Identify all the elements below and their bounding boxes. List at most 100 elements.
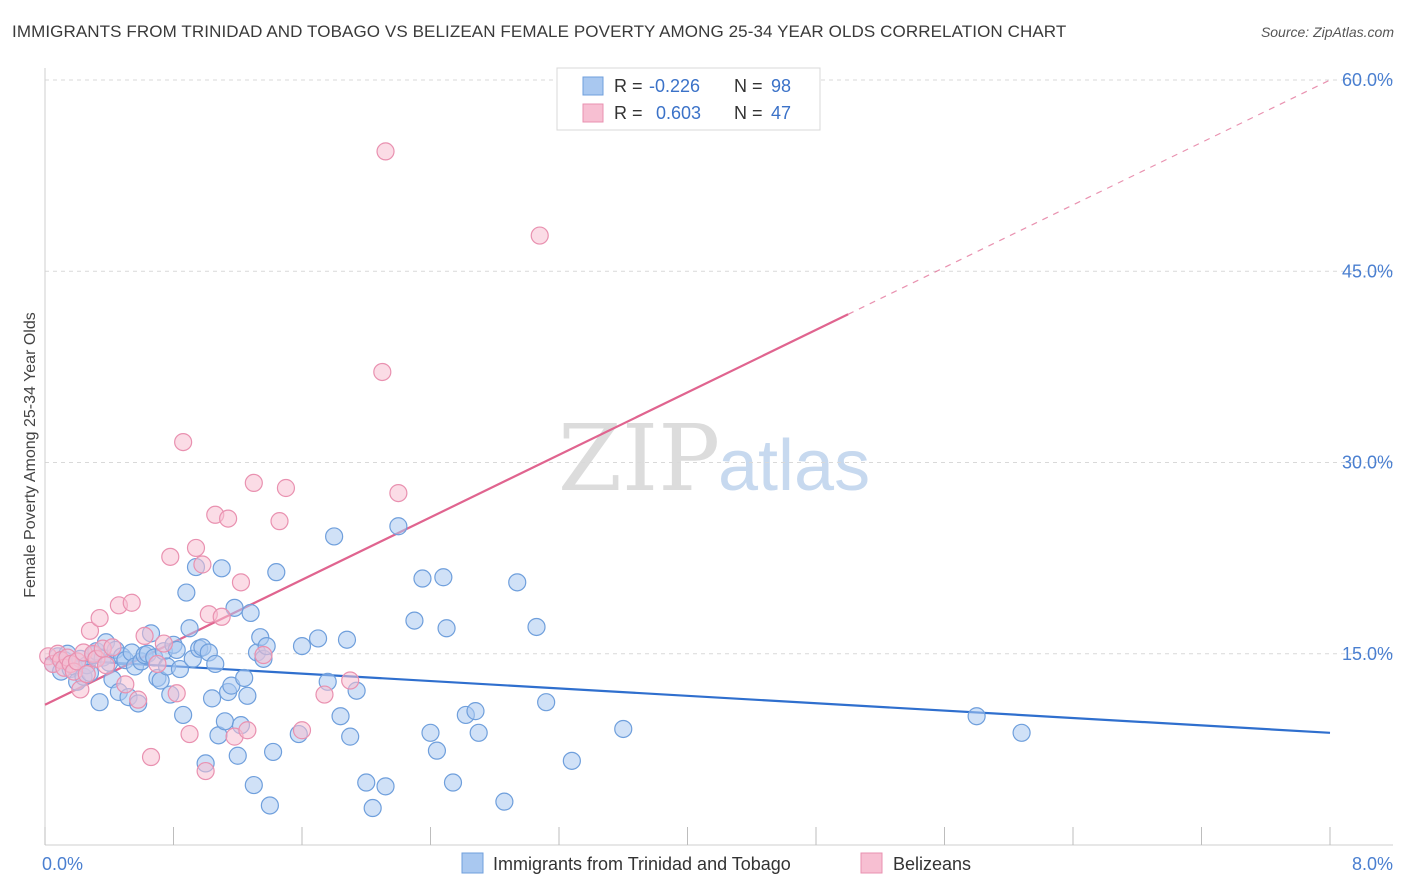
blue-point <box>427 741 447 760</box>
blue-point <box>325 527 344 546</box>
pink-point <box>376 142 395 161</box>
blue-point <box>238 686 257 705</box>
pink-point <box>276 478 296 498</box>
pink-point <box>196 761 215 781</box>
tick-labels: 15.0% 30.0% 45.0% 60.0% 0.0% 8.0% <box>42 70 1393 874</box>
stats-legend-swatch-blue <box>582 76 604 96</box>
blue-point <box>90 693 109 712</box>
blue-point <box>967 707 986 726</box>
blue-point <box>421 723 440 742</box>
stats-n-value-pink: 47 <box>771 103 791 123</box>
legend-swatch-blue <box>461 852 484 874</box>
blue-point <box>225 598 244 617</box>
blue-point <box>292 636 312 656</box>
blue-point <box>235 668 254 688</box>
blue-point <box>177 583 196 602</box>
blue-point <box>562 751 581 770</box>
blue-point <box>405 611 424 630</box>
series-legend: Immigrants from Trinidad and Tobago Beli… <box>461 852 971 874</box>
pink-point <box>90 608 109 628</box>
pink-point <box>154 634 173 653</box>
pink-point <box>148 654 167 674</box>
watermark-atlas: atlas <box>718 426 870 506</box>
blue-point <box>527 617 546 637</box>
blue-point <box>241 603 260 623</box>
blue-point <box>174 705 193 725</box>
blue-point <box>389 517 408 536</box>
blue-point <box>434 568 453 587</box>
stats-n-label-blue: N = <box>734 76 763 96</box>
pink-point <box>315 685 334 704</box>
source-label: Source: ZipAtlas.com <box>1260 24 1394 40</box>
pink-point <box>174 433 193 452</box>
y-tick-label: 45.0% <box>1342 261 1393 281</box>
blue-point <box>244 775 263 795</box>
pink-point <box>341 671 360 690</box>
blue-point <box>215 712 234 731</box>
pink-point <box>212 607 231 626</box>
stats-legend-swatch-pink <box>582 103 604 123</box>
blue-point <box>331 707 350 726</box>
pink-point <box>219 509 238 528</box>
blue-point <box>341 727 360 746</box>
pink-point <box>193 555 212 574</box>
pink-point <box>141 747 161 767</box>
pink-point <box>238 721 257 740</box>
blue-trend-line <box>44 657 1331 734</box>
pink-point <box>103 638 122 657</box>
stats-r-value-blue: -0.226 <box>649 76 700 96</box>
pink-point <box>231 573 251 592</box>
blue-point <box>508 573 527 592</box>
pink-point <box>530 226 549 245</box>
watermark-zip: ZIP <box>558 405 720 512</box>
y-tick-label: 15.0% <box>1342 644 1393 664</box>
pink-point <box>180 724 199 744</box>
pink-point <box>254 645 273 665</box>
pink-point <box>80 621 100 640</box>
y-tick-label: 60.0% <box>1342 70 1393 90</box>
blue-point <box>180 619 199 638</box>
stats-n-label-pink: N = <box>734 103 763 123</box>
y-tick-label: 30.0% <box>1342 453 1393 473</box>
blue-point <box>267 563 286 582</box>
pink-point <box>71 680 90 699</box>
axes <box>44 68 1393 846</box>
blue-point <box>495 792 514 811</box>
pink-point <box>270 512 289 531</box>
pink-point <box>129 690 148 709</box>
blue-point <box>1012 723 1031 742</box>
pink-point <box>186 538 206 558</box>
pink-point <box>292 721 312 740</box>
legend-label-blue: Immigrants from Trinidad and Tobago <box>493 854 791 874</box>
blue-point <box>170 659 190 679</box>
pink-point <box>244 473 263 492</box>
pink-point <box>167 684 186 703</box>
stats-r-label-blue: R = <box>614 76 643 96</box>
pink-point <box>116 675 135 694</box>
blue-point <box>376 777 395 796</box>
blue-point <box>202 689 222 708</box>
legend-swatch-pink <box>860 852 883 874</box>
pink-point <box>135 626 154 646</box>
blue-point <box>228 746 247 765</box>
stats-r-value-pink: 0.603 <box>656 103 701 123</box>
stats-r-label-pink: R = <box>614 103 643 123</box>
data-points <box>39 142 1031 818</box>
pink-point <box>389 484 408 503</box>
stats-legend: R = -0.226 N = 98 R = 0.603 N = 47 <box>556 67 821 131</box>
blue-point <box>337 630 357 649</box>
blue-point <box>363 798 382 818</box>
pink-point <box>77 665 96 684</box>
gridlines <box>45 79 1393 655</box>
chart-title: IMMIGRANTS FROM TRINIDAD AND TOBAGO VS B… <box>12 22 1067 41</box>
blue-point <box>263 742 283 762</box>
blue-point <box>466 702 485 721</box>
blue-point <box>413 569 432 588</box>
blue-point <box>443 773 463 792</box>
blue-point <box>308 629 328 648</box>
blue-point <box>614 719 633 739</box>
blue-point <box>437 619 456 638</box>
blue-point <box>206 654 225 674</box>
stats-n-value-blue: 98 <box>771 76 791 96</box>
